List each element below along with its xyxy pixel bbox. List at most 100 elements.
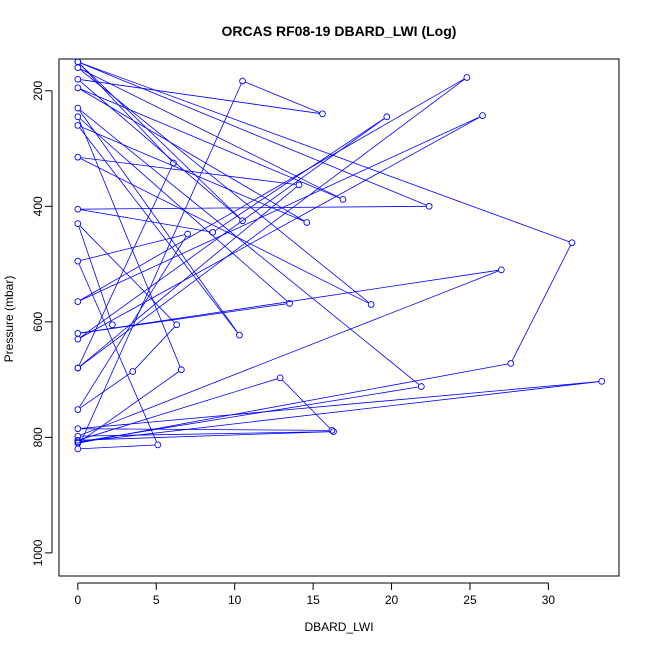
data-point bbox=[74, 335, 82, 343]
series-segment bbox=[80, 371, 179, 442]
series-segment bbox=[81, 431, 331, 441]
series-segment bbox=[80, 78, 465, 301]
data-point bbox=[74, 298, 82, 305]
data-point bbox=[74, 84, 82, 92]
data-point bbox=[74, 425, 82, 433]
series-segment bbox=[81, 205, 426, 210]
series-segment bbox=[80, 62, 427, 206]
series-segment bbox=[80, 68, 341, 199]
series-segment bbox=[80, 386, 419, 442]
data-point bbox=[303, 219, 311, 226]
x-tick-label: 15 bbox=[306, 593, 320, 607]
x-tick-label: 20 bbox=[385, 593, 399, 607]
data-point bbox=[74, 438, 82, 446]
x-tick-label: 5 bbox=[153, 593, 160, 607]
series-segment bbox=[80, 269, 499, 334]
series-segment bbox=[80, 118, 385, 338]
data-point bbox=[74, 104, 82, 112]
series-segment bbox=[81, 431, 331, 437]
data-point bbox=[74, 59, 82, 66]
data-point bbox=[74, 205, 82, 213]
series-segment bbox=[78, 165, 173, 366]
data-point bbox=[463, 74, 471, 81]
data-point bbox=[74, 445, 82, 453]
data-point bbox=[154, 441, 162, 449]
y-tick-label: 400 bbox=[31, 196, 45, 216]
series-segment bbox=[81, 428, 329, 431]
data-point bbox=[319, 110, 326, 118]
data-point bbox=[330, 428, 337, 435]
series-segment bbox=[282, 379, 330, 429]
data-point bbox=[74, 75, 82, 83]
series-segment bbox=[78, 119, 181, 367]
data-point bbox=[479, 112, 486, 119]
series-segment bbox=[80, 158, 369, 304]
data-point bbox=[129, 368, 137, 375]
x-tick-label: 30 bbox=[542, 593, 556, 607]
series-segment bbox=[79, 225, 175, 323]
series-segment bbox=[80, 79, 465, 367]
series-segment bbox=[80, 186, 297, 367]
series-segment bbox=[80, 126, 305, 222]
data-point bbox=[74, 436, 82, 444]
series-segment bbox=[80, 234, 185, 261]
series-segment bbox=[134, 326, 175, 370]
y-axis: 200 400 600 800 1000 bbox=[31, 80, 53, 566]
data-point bbox=[418, 383, 425, 390]
data-point bbox=[74, 330, 82, 337]
series-segment bbox=[78, 226, 112, 322]
data-point bbox=[74, 153, 82, 161]
series-segment bbox=[80, 270, 499, 436]
series-segment bbox=[79, 63, 241, 219]
series-segment bbox=[79, 63, 172, 161]
data-point bbox=[367, 301, 375, 308]
data-point bbox=[74, 257, 82, 265]
series-segment bbox=[80, 381, 599, 429]
series-segment bbox=[79, 127, 238, 333]
data-point bbox=[286, 299, 293, 307]
data-point bbox=[568, 239, 576, 247]
data-point bbox=[239, 217, 246, 225]
data-point bbox=[276, 374, 284, 382]
series-segment bbox=[215, 118, 385, 231]
data-point bbox=[295, 181, 303, 189]
y-tick-label: 200 bbox=[31, 80, 45, 100]
data-point bbox=[383, 113, 391, 121]
data-point bbox=[184, 230, 191, 238]
series-segment bbox=[80, 116, 480, 301]
data-point bbox=[170, 159, 177, 167]
data-lines bbox=[78, 62, 599, 450]
series-segment bbox=[80, 62, 570, 242]
data-point bbox=[74, 122, 82, 129]
data-point bbox=[209, 228, 217, 236]
series-segment bbox=[79, 110, 238, 333]
x-axis-label: DBARD_LWI bbox=[304, 620, 373, 634]
x-axis: 0 5 10 15 20 25 30 bbox=[74, 582, 556, 607]
data-point bbox=[507, 360, 515, 367]
data-point bbox=[74, 113, 82, 121]
series-segment bbox=[78, 83, 242, 447]
data-point bbox=[328, 427, 336, 434]
series-segment bbox=[80, 373, 131, 409]
plot-frame bbox=[58, 58, 620, 577]
x-tick-label: 25 bbox=[463, 593, 477, 607]
series-segment bbox=[80, 89, 305, 222]
series-segment bbox=[80, 157, 296, 185]
y-tick-label: 800 bbox=[31, 427, 45, 447]
data-point bbox=[236, 331, 243, 339]
series-segment bbox=[80, 69, 369, 303]
data-points bbox=[74, 59, 606, 453]
series-segment bbox=[80, 116, 480, 338]
y-tick-label: 1000 bbox=[31, 539, 45, 566]
x-tick-label: 0 bbox=[74, 593, 81, 607]
x-tick-label: 10 bbox=[228, 593, 242, 607]
plot-area bbox=[58, 58, 620, 577]
y-axis-label: Pressure (mbar) bbox=[2, 276, 16, 363]
data-point bbox=[598, 377, 606, 385]
series-segment bbox=[79, 236, 187, 408]
data-point bbox=[74, 64, 82, 72]
data-point bbox=[239, 77, 246, 85]
data-point bbox=[178, 366, 185, 374]
series-segment bbox=[80, 209, 210, 233]
